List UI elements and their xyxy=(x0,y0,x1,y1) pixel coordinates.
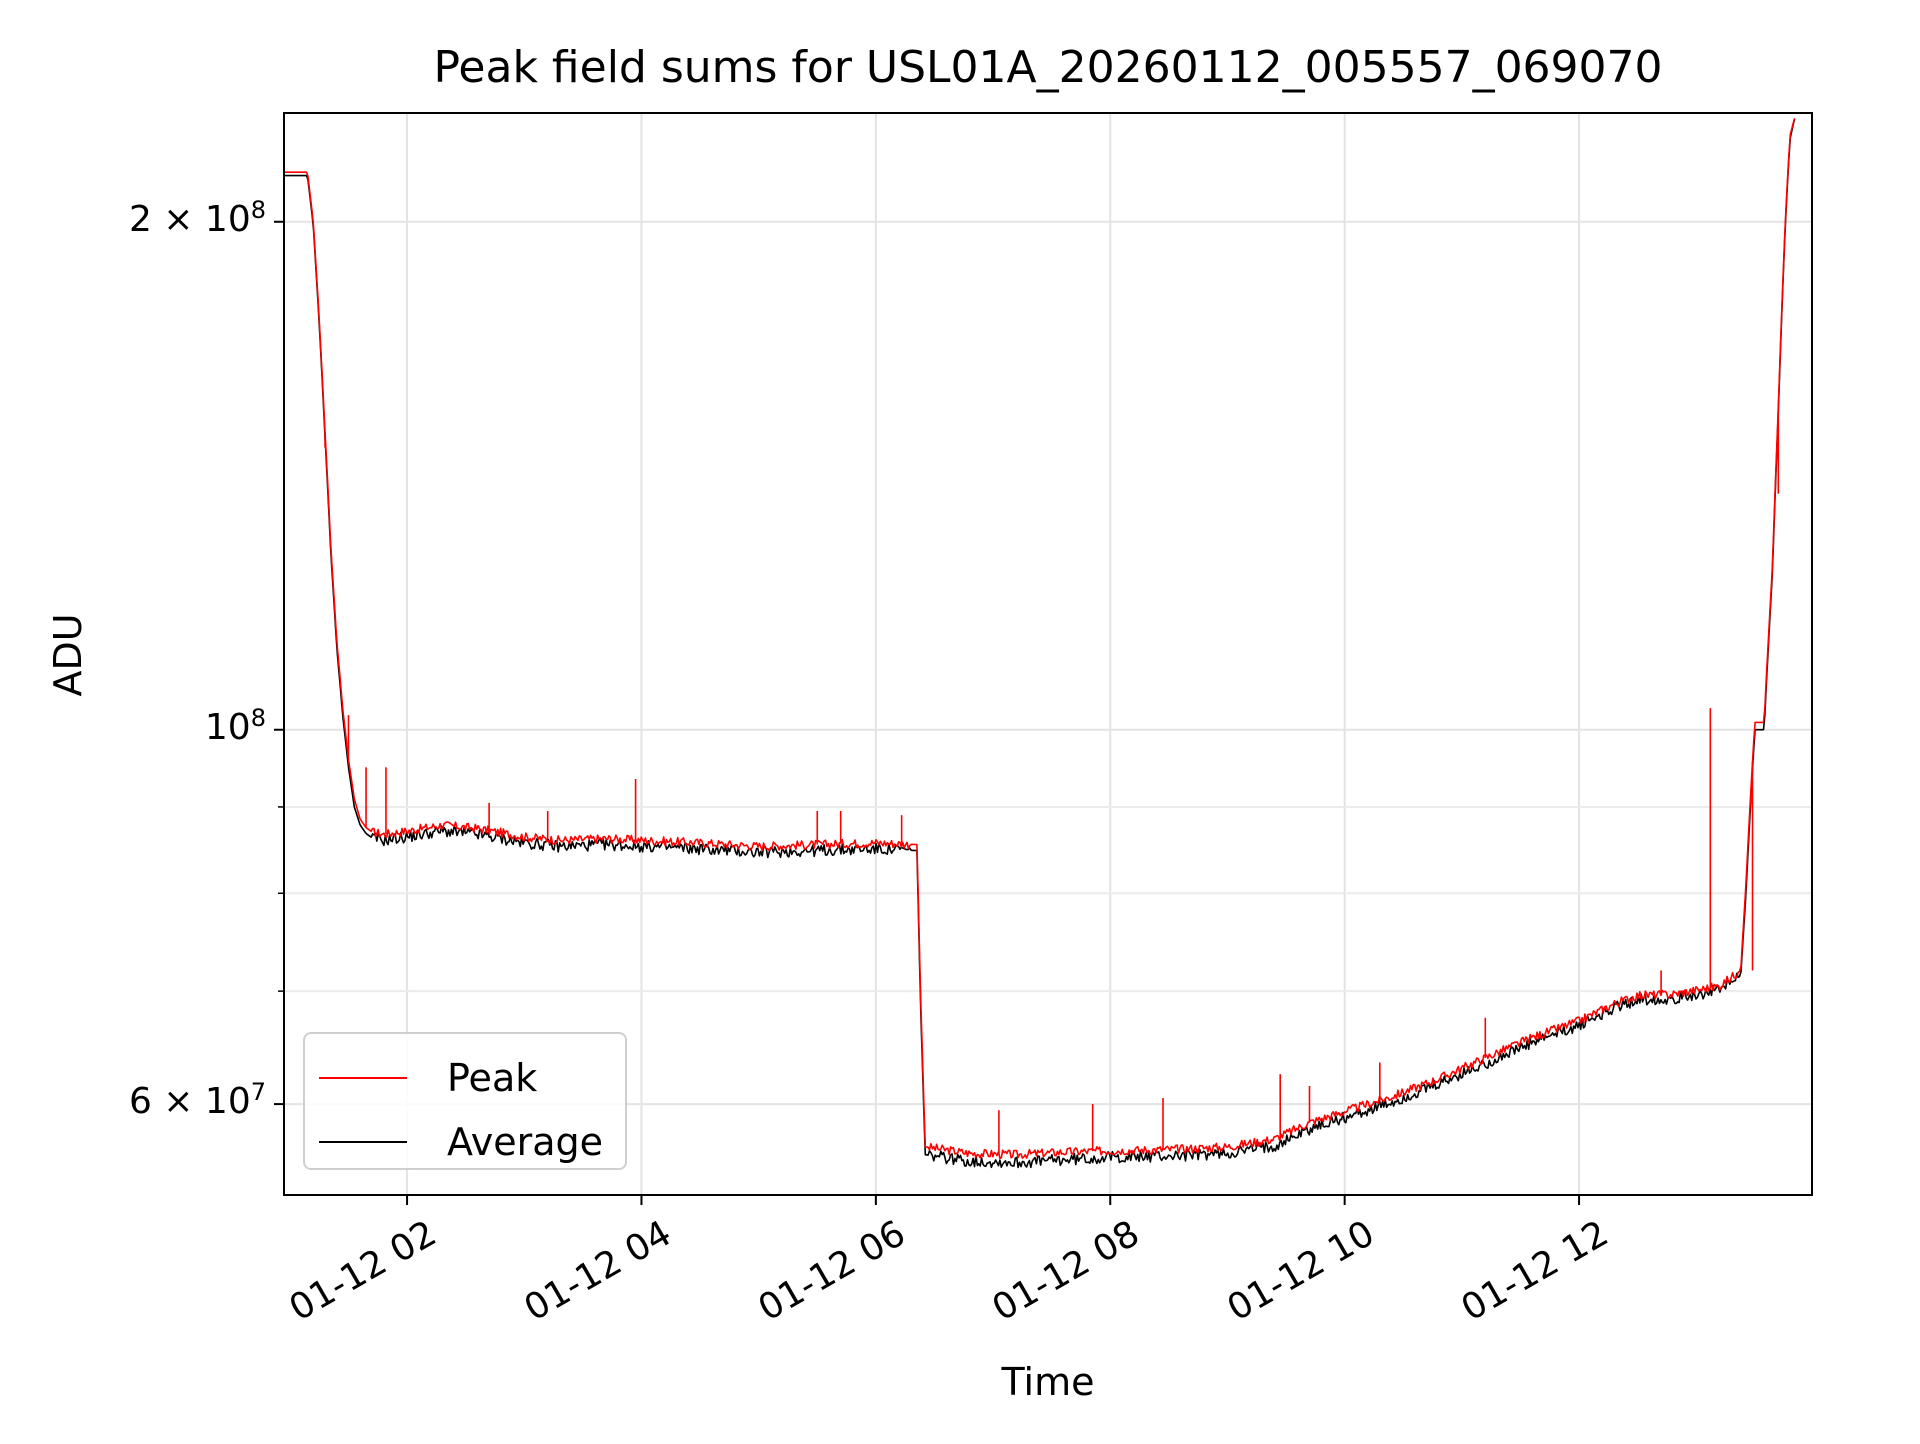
legend-swatch-peak xyxy=(319,1077,407,1079)
chart-title: Peak field sums for USL01A_20260112_0055… xyxy=(433,42,1663,93)
legend-label-average: Average xyxy=(447,1120,604,1164)
legend-item-average: Average xyxy=(319,1118,603,1166)
series-layer xyxy=(284,118,1796,1169)
grid-layer xyxy=(284,113,1812,1195)
y-tick-label: 108 xyxy=(204,703,266,748)
plot-frame xyxy=(283,112,1813,1196)
series-line-peak xyxy=(284,118,1796,1159)
legend-label-peak: Peak xyxy=(447,1056,538,1100)
y-axis-label: ADU xyxy=(46,613,90,697)
legend-item-peak: Peak xyxy=(319,1054,537,1102)
legend-swatch-average xyxy=(319,1141,407,1143)
legend: Peak Average xyxy=(303,1032,627,1170)
y-tick-label: 6 × 107 xyxy=(128,1078,266,1123)
y-tick-label: 2 × 108 xyxy=(128,195,266,240)
series-line-average xyxy=(284,118,1796,1169)
x-axis-label: Time xyxy=(1001,1360,1095,1404)
